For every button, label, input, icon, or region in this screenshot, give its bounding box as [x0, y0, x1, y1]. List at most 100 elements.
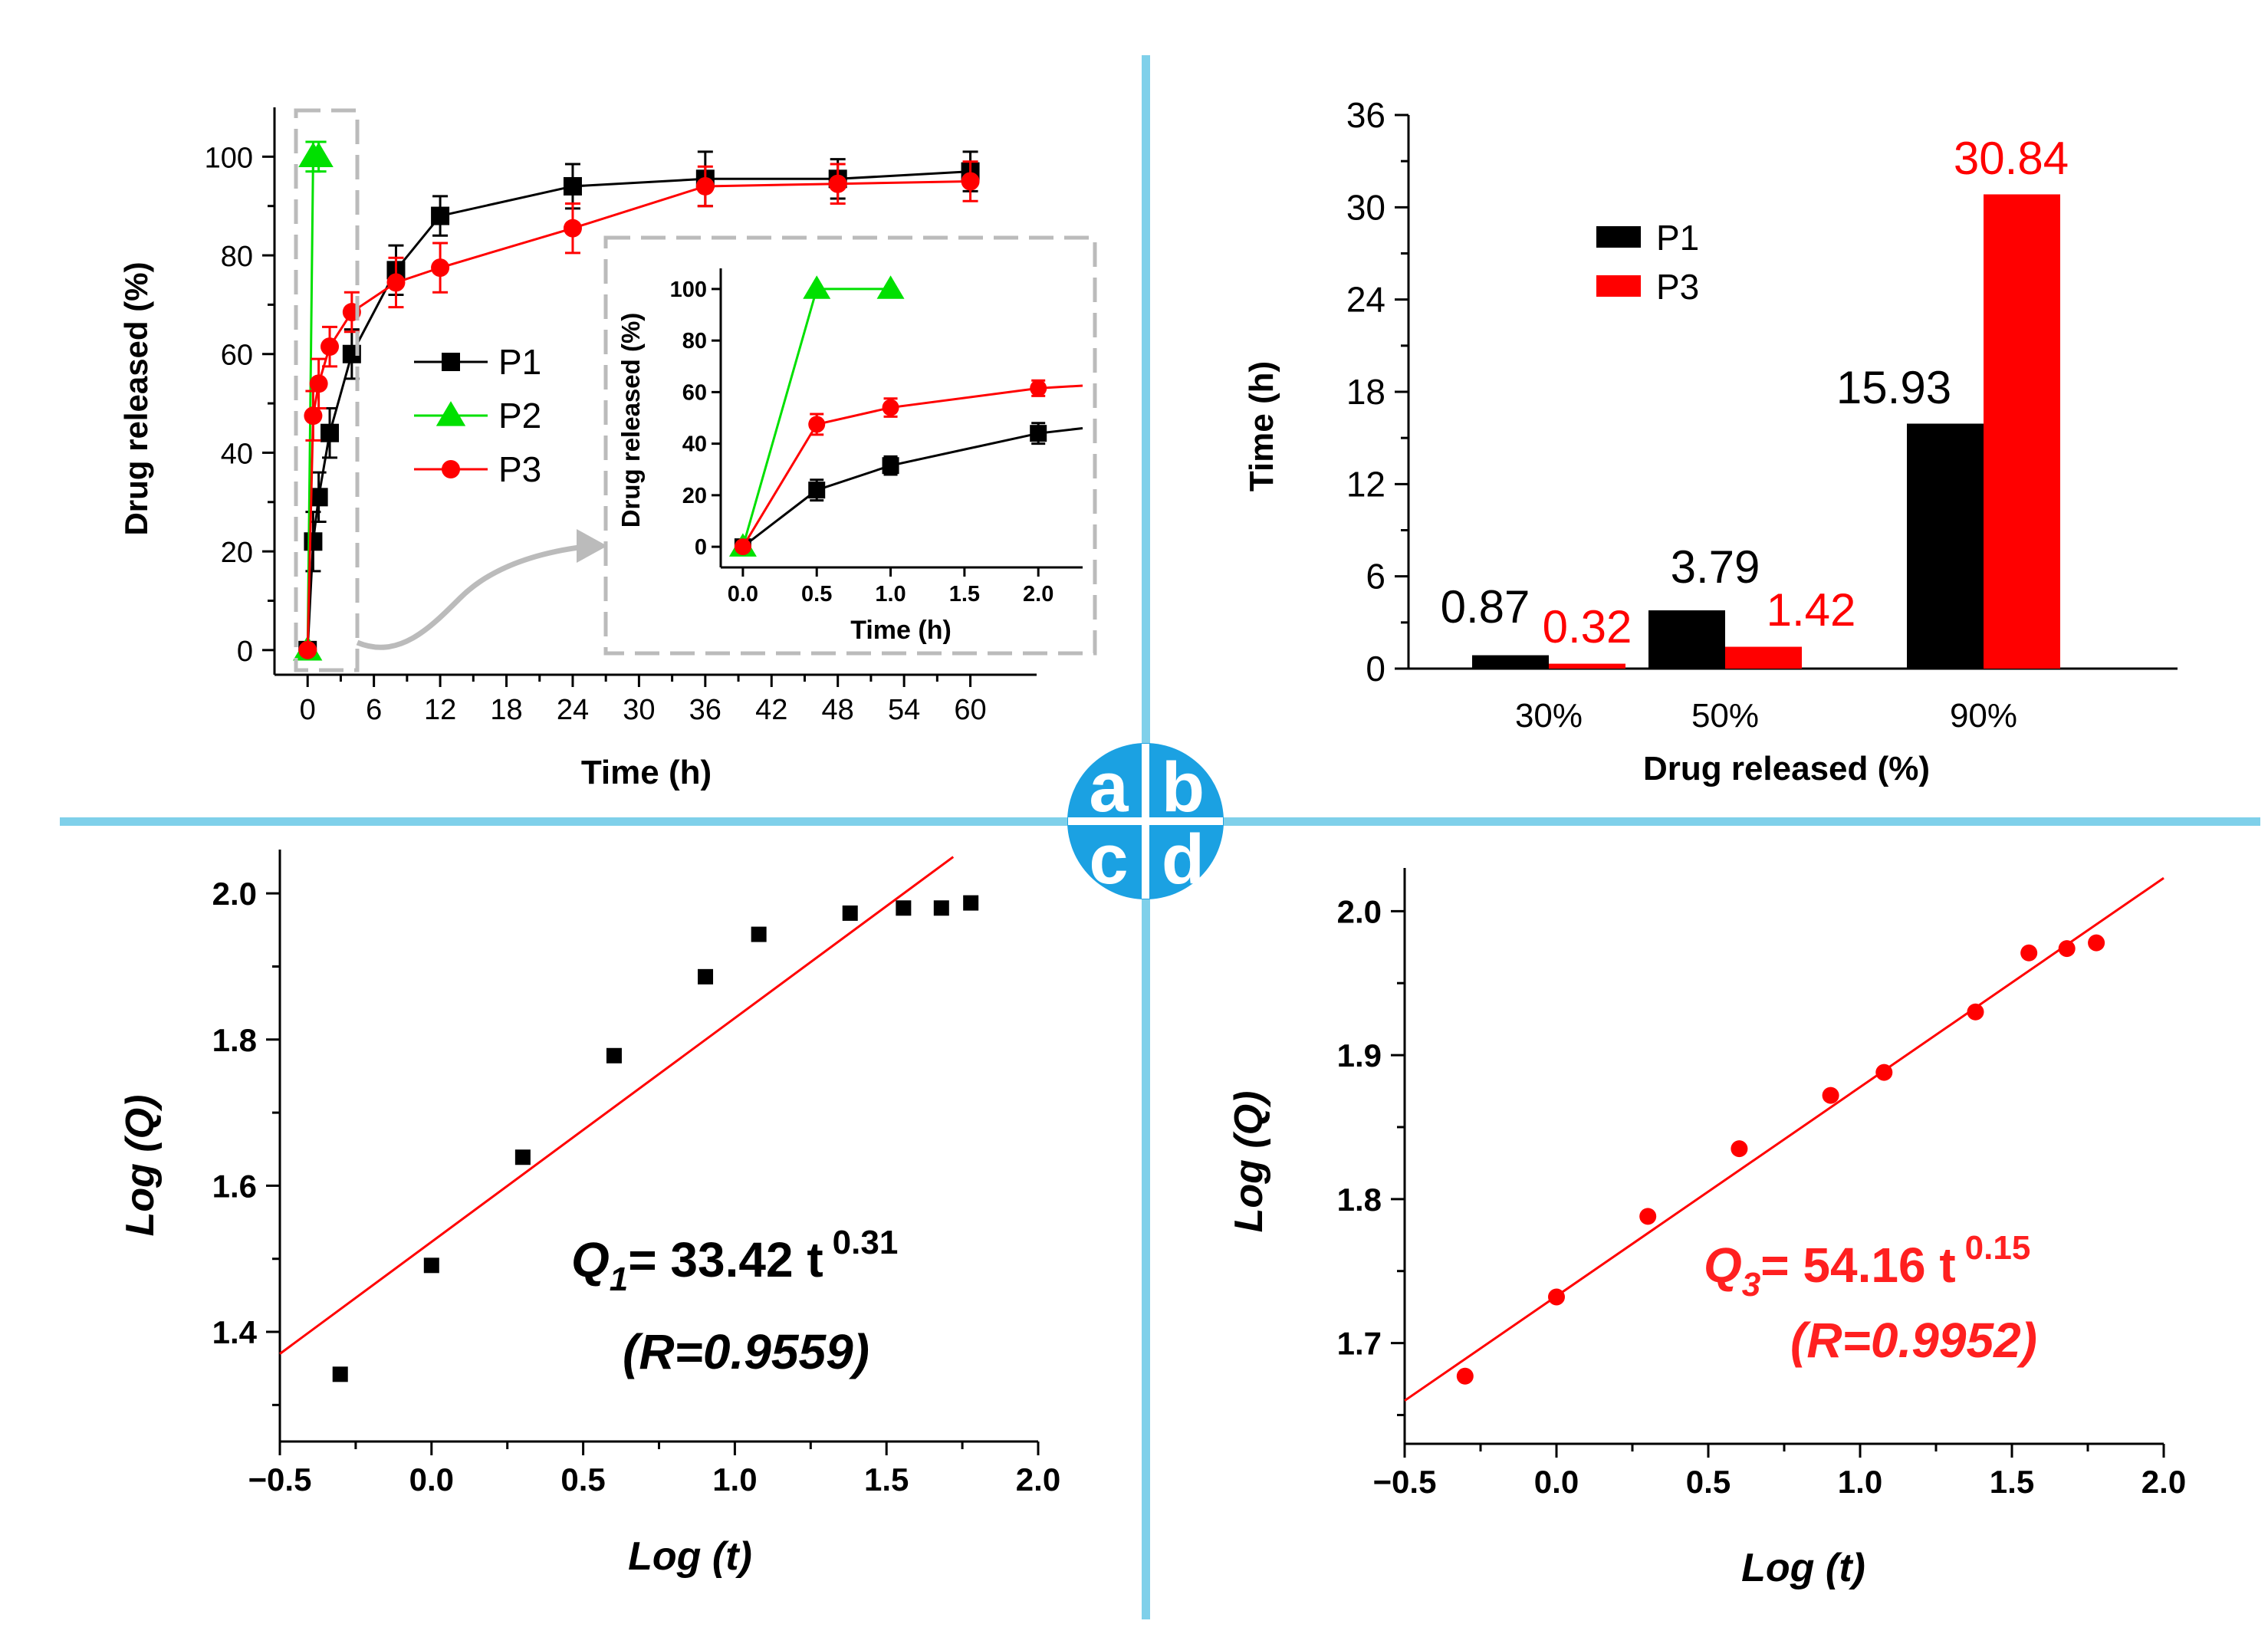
panel-d-data-point: [1548, 1288, 1565, 1306]
panel-b-x-axis-label: Drug released (%): [1643, 750, 1930, 787]
legend-p1-label: P1: [498, 342, 541, 382]
badge-letter-b: b: [1162, 748, 1205, 827]
panel-c-x-tick-label: 1.5: [864, 1461, 909, 1497]
panel-c-data-point: [896, 900, 912, 916]
inset-x-tick-label: 0.5: [801, 582, 832, 607]
panel-a-y-tick-label: 0: [237, 636, 253, 668]
series-p3-point: [386, 273, 406, 292]
panel-d-equation-body: = 54.16 t: [1760, 1238, 1955, 1293]
panel-d-data-point: [2020, 944, 2038, 962]
bar-p3: [1984, 194, 2060, 669]
bar-value-label-p3: 0.32: [1543, 601, 1632, 653]
inset-y-tick-label: 0: [695, 535, 707, 560]
inset-series-p3-point: [808, 416, 826, 433]
legend-p3-swatch: [1596, 275, 1641, 297]
panel-a-y-tick-label: 20: [221, 537, 253, 569]
panel-c-x-tick-label: 1.0: [712, 1461, 757, 1497]
panel-c-data-point: [606, 1047, 622, 1063]
panel-d-equation-superscript: 0.15: [1965, 1229, 2031, 1267]
panel-d-y-tick-label: 2.0: [1337, 893, 1382, 929]
panel-b-y-tick-label: 36: [1346, 95, 1385, 135]
panel-c-equation-q: Q: [571, 1232, 610, 1287]
panel-c-equation-subscript: 1: [610, 1261, 628, 1298]
panel-badge: a b c d: [1067, 743, 1224, 899]
panel-a-y-axis-label: Drug released (%): [118, 261, 154, 535]
inset-series-p2-point: [803, 275, 831, 299]
inset-y-axis-label: Drug released (%): [616, 313, 645, 528]
panel-a-inset-chart: 0.0 0.5 1.0 1.5 2.0 0 20 40 60 80 100: [603, 235, 1097, 656]
series-p1-point: [563, 176, 582, 196]
panel-b-y-axis-label: Time (h): [1243, 361, 1280, 491]
panel-d-y-tick-label: 1.7: [1337, 1326, 1382, 1362]
panel-a-x-tick-label: 60: [954, 694, 986, 726]
legend-p3-label: P3: [1656, 267, 1699, 307]
bar-p1: [1907, 423, 1984, 669]
inset-series-p1-point: [1030, 425, 1047, 442]
panel-c-y-axis-label: Log (Q): [118, 1095, 163, 1237]
inset-frame: [603, 235, 1097, 656]
panel-d-x-tick-label: 2.0: [2141, 1464, 2186, 1500]
panel-b-bar-chart: 0 6 12 18 24 30 36 30% 50% 90% 0.87 3.79 15.93 0.32 1…: [1243, 95, 2178, 787]
panel-b-x-tick-label: 30%: [1515, 697, 1583, 735]
panel-c-x-tick-label: 2.0: [1016, 1461, 1060, 1497]
inset-y-tick-label: 100: [670, 278, 707, 302]
panel-d-y-tick-label: 1.8: [1337, 1182, 1382, 1218]
panel-d-equation: Q3= 54.16 t 0.15 (R=0.9952): [1704, 1229, 2037, 1368]
inset-x-tick-label: 0.0: [728, 582, 758, 607]
panel-c-data-point: [698, 968, 714, 985]
legend-p1-marker: [442, 353, 460, 371]
panel-c-x-tick-label: −0.5: [248, 1461, 312, 1497]
legend-p1-swatch: [1596, 226, 1641, 248]
panel-a-zoom-indicator: [294, 108, 607, 672]
panel-c-data-point: [842, 905, 858, 921]
panel-d-x-axis-label: Log (t): [1741, 1546, 1865, 1590]
panel-d-axes: −0.5 0.0 0.5 1.0 1.5 2.0 1.7 1.8 1.9 2.0: [1337, 868, 2186, 1500]
panel-c-x-axis-label: Log (t): [628, 1534, 752, 1579]
legend-p3-marker: [442, 460, 460, 478]
badge-letter-d: d: [1162, 820, 1205, 899]
series-p1-point: [431, 206, 450, 225]
panel-b-x-tick-label: 90%: [1950, 697, 2017, 735]
panel-d-fit-line: [1404, 876, 2164, 1402]
inset-series-p3-point: [882, 399, 899, 416]
bar-p1: [1648, 610, 1725, 669]
panel-c-y-tick-label: 1.4: [212, 1314, 258, 1350]
panel-a-x-tick-label: 0: [300, 694, 316, 726]
inset-y-tick-label: 60: [682, 380, 707, 405]
panel-c-x-tick-label: 0.0: [409, 1461, 454, 1497]
legend-p2-marker: [436, 401, 466, 426]
legend-p3-label: P3: [498, 449, 541, 489]
panel-d-data-point: [1967, 1003, 1984, 1021]
panel-b-y-tick-label: 24: [1346, 280, 1385, 320]
panel-a-x-tick-label: 6: [366, 694, 382, 726]
panel-a-x-tick-label: 12: [424, 694, 456, 726]
series-p1-point: [304, 532, 323, 551]
series-p1-point: [309, 488, 328, 507]
bar-value-label-p1: 15.93: [1836, 362, 1951, 413]
panel-a-marks: [293, 140, 980, 661]
panel-a-x-tick-label: 48: [822, 694, 854, 726]
panel-c-x-tick-label: 0.5: [560, 1461, 605, 1497]
inset-series-p3-point: [734, 538, 751, 556]
bar-value-label-p3: 1.42: [1767, 584, 1856, 636]
series-p3-point: [695, 176, 715, 196]
inset-y-tick-label: 20: [682, 484, 707, 508]
legend-p2-label: P2: [498, 396, 541, 436]
panel-d-data-point: [1639, 1208, 1657, 1225]
panel-d-x-tick-label: 0.5: [1686, 1464, 1731, 1500]
inset-y-tick-label: 80: [682, 329, 707, 353]
inset-y-tick-label: 40: [682, 432, 707, 457]
panel-d-equation-text: Q3= 54.16 t 0.15: [1704, 1229, 2030, 1303]
panel-c-equation-body: = 33.42 t: [628, 1232, 823, 1287]
inset-series-p1-point: [808, 482, 826, 499]
panel-a-x-tick-label: 30: [623, 694, 655, 726]
series-p1-point: [320, 423, 340, 442]
panel-b-y-tick-label: 18: [1346, 372, 1385, 412]
inset-series-p3-point: [1030, 380, 1047, 397]
badge-letter-a: a: [1089, 748, 1129, 827]
panel-a-y-tick-label: 80: [221, 241, 253, 273]
panel-c-axes: −0.5 0.0 0.5 1.0 1.5 2.0 1.4 1.6 1.8 2.0: [212, 850, 1060, 1497]
bar-p1: [1472, 655, 1549, 669]
series-p3-point: [298, 640, 317, 659]
